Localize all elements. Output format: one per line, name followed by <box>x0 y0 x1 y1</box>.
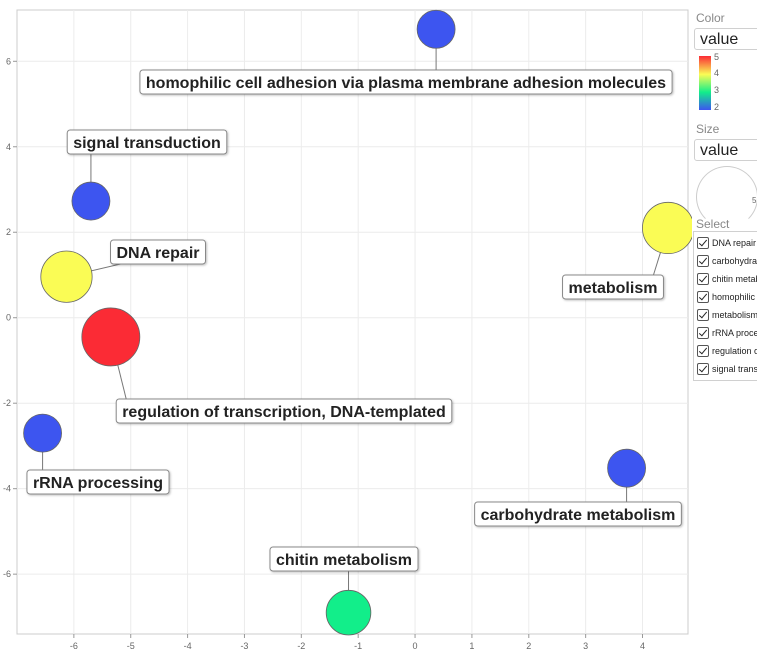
checkbox[interactable] <box>697 273 709 285</box>
y-tick-label: -4 <box>3 484 11 494</box>
color-scale-tick: 4 <box>714 68 720 78</box>
select-item[interactable]: signal transduction <box>697 361 757 377</box>
color-scale-tick: 5 <box>714 52 720 62</box>
data-points <box>23 9 692 636</box>
select-item[interactable]: DNA repair <box>697 235 756 251</box>
data-point[interactable] <box>40 250 93 303</box>
x-tick-label: 0 <box>413 641 418 651</box>
x-tick-label: -2 <box>297 641 305 651</box>
point-label-box <box>115 398 453 424</box>
point-label: carbohydrate metabolism <box>481 507 676 524</box>
point-label-box <box>139 69 673 95</box>
checkbox[interactable] <box>697 345 709 357</box>
x-tick-label: 1 <box>469 641 474 651</box>
checkbox[interactable] <box>697 327 709 339</box>
x-tick-label: -4 <box>184 641 192 651</box>
color-scale-tick: 3 <box>714 85 720 95</box>
data-point[interactable] <box>607 448 646 488</box>
checkbox[interactable] <box>697 309 709 321</box>
legend-panel: Color value 5 4 3 2 Size value 5 Select … <box>692 0 757 657</box>
y-tick-label: 4 <box>6 142 11 152</box>
checkbox[interactable] <box>697 255 709 267</box>
data-point[interactable] <box>81 307 141 367</box>
x-tick-label: -3 <box>240 641 248 651</box>
point-label-box <box>562 274 664 300</box>
x-tick-label: -6 <box>70 641 78 651</box>
y-tick-label: 0 <box>6 313 11 323</box>
data-point[interactable] <box>416 9 456 49</box>
select-item[interactable]: homophilic cell adhesion via plasma memb… <box>697 289 757 305</box>
x-tick-label: -5 <box>127 641 135 651</box>
point-label-box <box>474 501 682 527</box>
select-item[interactable]: carbohydrate metabolism <box>697 253 757 269</box>
point-label: chitin metabolism <box>276 552 412 569</box>
data-point[interactable] <box>642 201 692 255</box>
y-tick-label: -6 <box>3 569 11 579</box>
point-label-box <box>26 469 170 495</box>
size-legend-tick: 5 <box>752 196 757 205</box>
color-scale-tick: 2 <box>714 102 720 112</box>
x-tick-label: 3 <box>583 641 588 651</box>
point-label-box <box>110 239 206 265</box>
x-tick-label: 2 <box>526 641 531 651</box>
select-item[interactable]: regulation of transcription, DNA-templat… <box>697 343 757 359</box>
checkbox[interactable] <box>697 363 709 375</box>
data-point[interactable] <box>23 413 62 453</box>
y-tick-label: 6 <box>6 56 11 66</box>
scatter-plot: -6 -5 -4 -3 -2 -1 0 1 2 3 4 -6 -4 -2 0 2 4 6 homophilic … <box>3 9 692 651</box>
color-legend-title: Color <box>696 11 725 25</box>
size-legend-arc <box>696 166 757 228</box>
point-label: homophilic cell adhesion via plasma memb… <box>146 75 666 92</box>
point-label: DNA repair <box>117 245 200 262</box>
size-legend-title: Size <box>696 122 720 136</box>
select-item[interactable]: chitin metabolism <box>697 271 757 287</box>
x-tick-label: 4 <box>640 641 645 651</box>
x-tick-label: -1 <box>354 641 362 651</box>
point-labels: homophilic cell adhesion via plasma memb… <box>26 69 682 572</box>
y-tick-label: -2 <box>3 398 11 408</box>
size-select[interactable]: value <box>694 139 757 161</box>
x-axis: -6 -5 -4 -3 -2 -1 0 1 2 3 4 <box>70 634 645 651</box>
checkbox[interactable] <box>697 237 709 249</box>
point-label: rRNA processing <box>33 475 163 492</box>
select-item[interactable]: metabolism <box>697 307 757 323</box>
point-label-box <box>66 129 228 155</box>
color-select[interactable]: value <box>694 28 757 50</box>
select-item[interactable]: rRNA processing <box>697 325 757 341</box>
y-axis: -6 -4 -2 0 2 4 6 <box>3 56 17 579</box>
data-point[interactable] <box>325 589 372 636</box>
select-title: Select <box>696 217 730 231</box>
color-scale-bar <box>699 56 711 110</box>
select-list: DNA repair carbohydrate metabolism chiti… <box>693 231 757 381</box>
point-label-box <box>269 546 419 572</box>
point-label: regulation of transcription, DNA-templat… <box>122 404 446 421</box>
point-label: signal transduction <box>73 135 221 152</box>
point-label: metabolism <box>569 280 658 297</box>
checkbox[interactable] <box>697 291 709 303</box>
y-tick-label: 2 <box>6 227 11 237</box>
data-point[interactable] <box>71 181 111 221</box>
